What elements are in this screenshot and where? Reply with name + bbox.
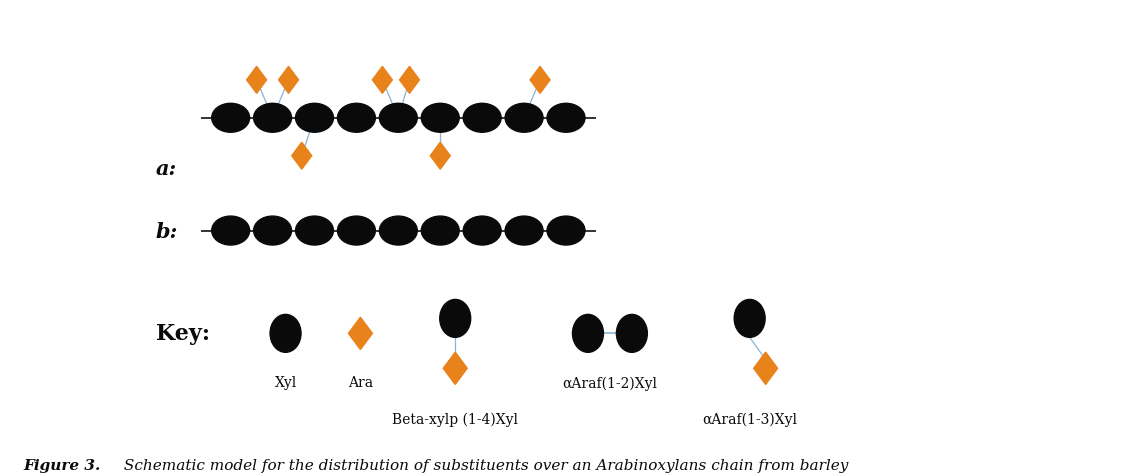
Polygon shape: [530, 67, 550, 94]
Polygon shape: [372, 67, 393, 94]
Ellipse shape: [212, 217, 250, 246]
Polygon shape: [431, 143, 450, 170]
Ellipse shape: [547, 104, 585, 133]
Text: Figure 3.: Figure 3.: [23, 458, 101, 472]
Text: Ara: Ara: [348, 376, 373, 389]
Text: a:: a:: [156, 159, 177, 178]
Ellipse shape: [270, 315, 301, 353]
Polygon shape: [400, 67, 419, 94]
Ellipse shape: [464, 217, 502, 246]
Ellipse shape: [338, 104, 376, 133]
Polygon shape: [246, 67, 267, 94]
Text: b:: b:: [156, 221, 179, 241]
Text: Beta-xylp (1-4)Xyl: Beta-xylp (1-4)Xyl: [393, 411, 519, 426]
Ellipse shape: [295, 217, 333, 246]
Ellipse shape: [338, 217, 376, 246]
Ellipse shape: [421, 104, 459, 133]
Ellipse shape: [616, 315, 647, 353]
Text: αAraf(1-2)Xyl: αAraf(1-2)Xyl: [562, 376, 657, 390]
Polygon shape: [278, 67, 299, 94]
Polygon shape: [292, 143, 311, 170]
Ellipse shape: [505, 217, 543, 246]
Text: αAraf(1-3)Xyl: αAraf(1-3)Xyl: [702, 411, 797, 426]
Polygon shape: [348, 317, 372, 350]
Ellipse shape: [212, 104, 250, 133]
Ellipse shape: [734, 300, 765, 337]
Ellipse shape: [547, 217, 585, 246]
Ellipse shape: [421, 217, 459, 246]
Polygon shape: [443, 352, 467, 385]
Ellipse shape: [505, 104, 543, 133]
Text: Key:: Key:: [156, 323, 210, 345]
Text: Xyl: Xyl: [275, 376, 297, 389]
Polygon shape: [753, 352, 777, 385]
Ellipse shape: [253, 217, 292, 246]
Text: Schematic model for the distribution of substituents over an Arabinoxylans chain: Schematic model for the distribution of …: [119, 458, 848, 472]
Ellipse shape: [440, 300, 471, 337]
Ellipse shape: [379, 217, 417, 246]
Ellipse shape: [572, 315, 603, 353]
Ellipse shape: [464, 104, 502, 133]
Ellipse shape: [379, 104, 417, 133]
Ellipse shape: [295, 104, 333, 133]
Ellipse shape: [253, 104, 292, 133]
